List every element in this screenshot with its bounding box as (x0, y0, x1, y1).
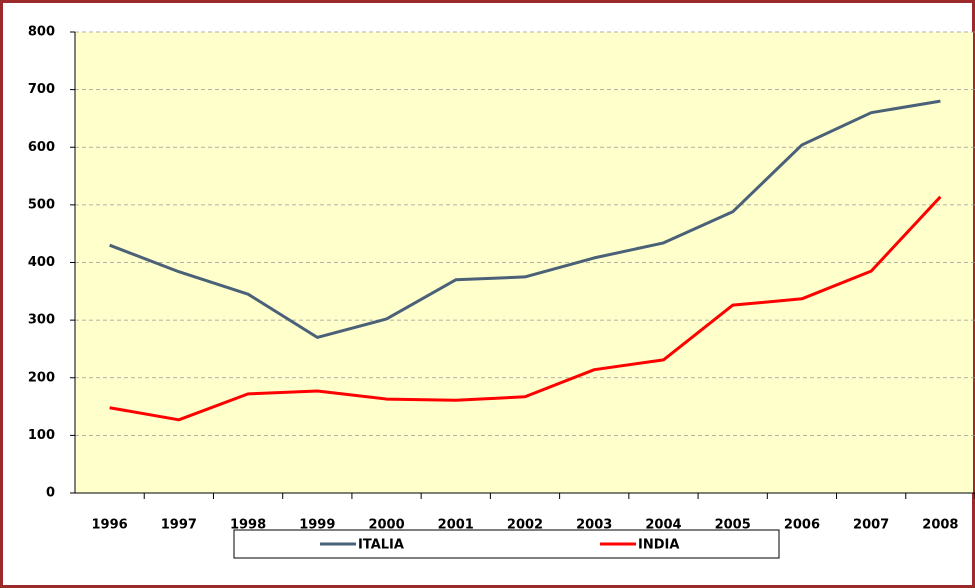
line-series (109, 99, 941, 339)
y-tick-label: 700 (28, 82, 55, 97)
y-tick-label: 400 (28, 255, 55, 270)
y-tick-label: 800 (28, 25, 55, 40)
y-tick-label: 600 (28, 140, 55, 155)
x-tick-label: 2003 (576, 518, 612, 533)
x-tick-label: 2002 (507, 518, 543, 533)
y-tick-label: 500 (28, 197, 55, 212)
x-tick-label: 1999 (299, 518, 335, 533)
x-tick-label: 2005 (715, 518, 751, 533)
legend-label: ITALIA (358, 538, 404, 553)
x-tick-label: 2006 (784, 518, 820, 533)
x-tick-label: 2004 (645, 518, 681, 533)
y-tick-label: 300 (28, 313, 55, 328)
y-tick-label: 100 (28, 428, 55, 443)
y-tick-label: 0 (46, 486, 55, 501)
x-tick-label: 1996 (92, 518, 128, 533)
x-tick-label: 2001 (438, 518, 474, 533)
y-tick-label: 200 (28, 370, 55, 385)
x-tick-label: 1997 (161, 518, 197, 533)
line-series (109, 195, 942, 422)
x-tick-label: 2007 (853, 518, 889, 533)
legend-label: INDIA (638, 538, 679, 553)
x-tick-label: 1998 (230, 518, 266, 533)
x-tick-label: 2000 (368, 518, 404, 533)
legend-box (233, 529, 780, 559)
x-tick-label: 2008 (922, 518, 958, 533)
